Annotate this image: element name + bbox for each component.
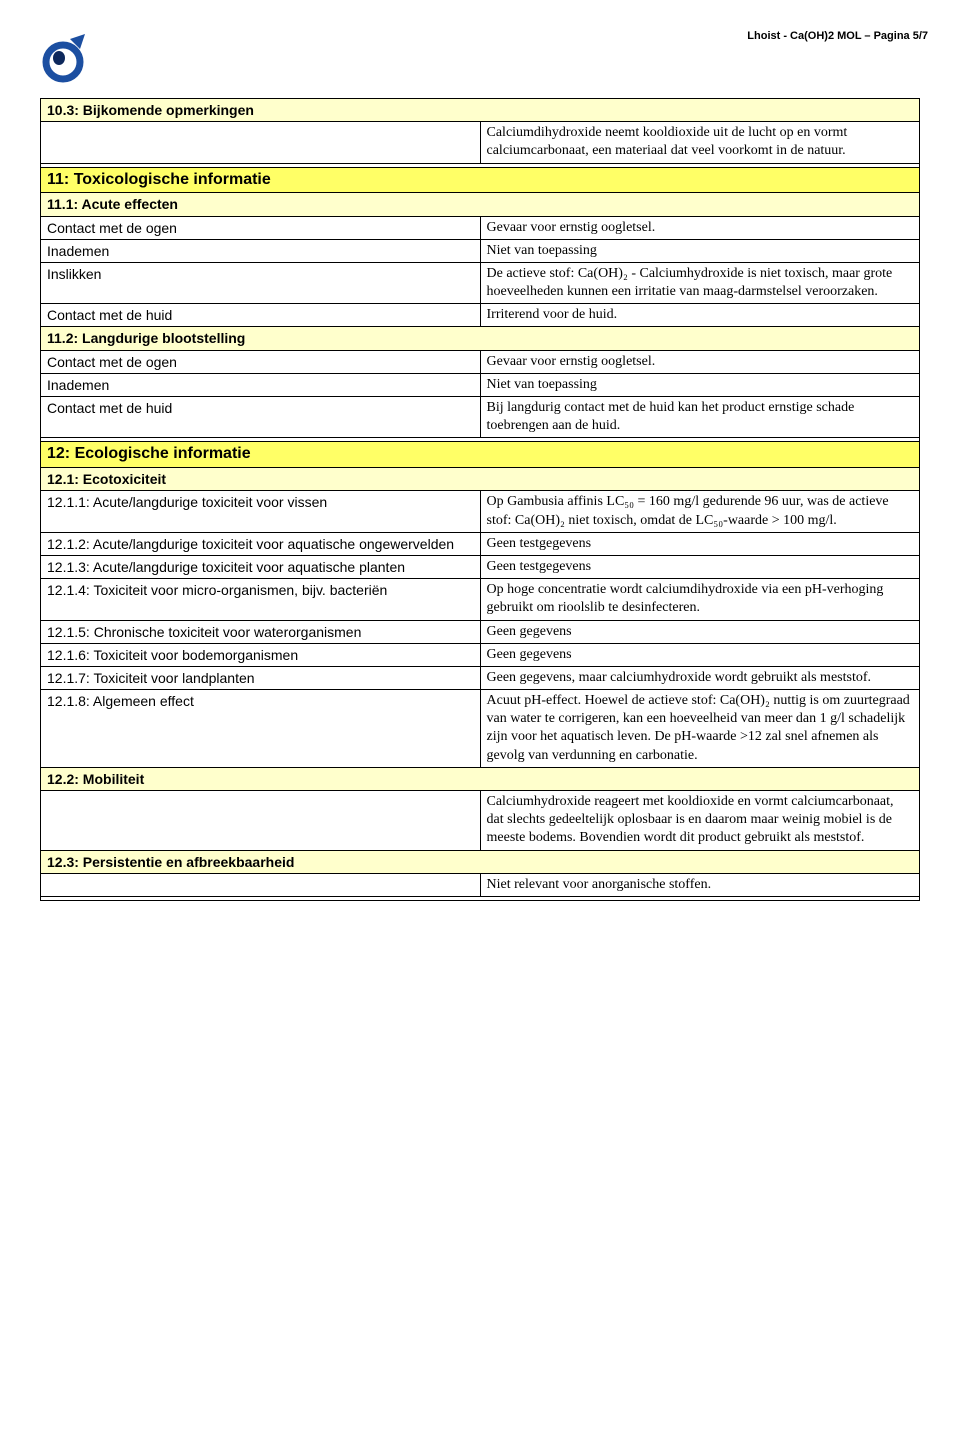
cell-label: Contact met de ogen [41,350,481,373]
cell-label: 12.1.1: Acute/langdurige toxiciteit voor… [41,491,481,532]
table-row: Inademen Niet van toepassing [41,373,920,396]
row-12-3-body: Niet relevant voor anorganische stoffen. [41,873,920,896]
table-row: 12.1.4: Toxiciteit voor micro-organismen… [41,579,920,620]
cell-label: Inademen [41,239,481,262]
company-logo [35,32,91,91]
row-10-3-body: Calciumdihydroxide neemt kooldioxide uit… [41,122,920,163]
cell-label: Contact met de ogen [41,216,481,239]
table-row: Contact met de ogen Gevaar voor ernstig … [41,216,920,239]
spacer-row [41,896,920,900]
sub-header-title: 12.2: Mobiliteit [41,767,920,790]
cell-label: Contact met de huid [41,304,481,327]
cell-empty [41,791,481,851]
cell-label: 12.1.5: Chronische toxiciteit voor water… [41,620,481,643]
table-row: 12.1.3: Acute/langdurige toxiciteit voor… [41,555,920,578]
table-row: 12.1.7: Toxiciteit voor landplanten Geen… [41,666,920,689]
table-row: Inademen Niet van toepassing [41,239,920,262]
cell-label: Inademen [41,373,481,396]
sds-table: 10.3: Bijkomende opmerkingen Calciumdihy… [40,98,920,901]
cell-value: Niet van toepassing [480,373,920,396]
cell-label: 12.1.3: Acute/langdurige toxiciteit voor… [41,555,481,578]
cell-value: Geen testgegevens [480,532,920,555]
table-row: 12.1.2: Acute/langdurige toxiciteit voor… [41,532,920,555]
table-row: 12.1.6: Toxiciteit voor bodemorganismen … [41,643,920,666]
table-row: 12.1.8: Algemeen effect Acuut pH-effect.… [41,690,920,768]
page-number-label: Lhoist - Ca(OH)2 MOL – Pagina 5/7 [747,30,928,42]
table-row: 12.1.5: Chronische toxiciteit voor water… [41,620,920,643]
section-header-title: 12: Ecologische informatie [41,442,920,468]
sub-header-title: 10.3: Bijkomende opmerkingen [41,99,920,122]
cell-value: Acuut pH-effect. Hoewel de actieve stof:… [480,690,920,768]
cell-label: 12.1.7: Toxiciteit voor landplanten [41,666,481,689]
sub-header-10-3: 10.3: Bijkomende opmerkingen [41,99,920,122]
cell-value: Op hoge concentratie wordt calciumdihydr… [480,579,920,620]
page-header: Lhoist - Ca(OH)2 MOL – Pagina 5/7 [40,30,920,90]
table-row: Contact met de ogen Gevaar voor ernstig … [41,350,920,373]
cell-value: Calciumdihydroxide neemt kooldioxide uit… [480,122,920,163]
cell-value: Geen gegevens [480,643,920,666]
cell-empty [41,122,481,163]
row-12-2-body: Calciumhydroxide reageert met kooldioxid… [41,791,920,851]
table-row: Inslikken De actieve stof: Ca(OH)₂ - Cal… [41,262,920,303]
cell-value: Bij langdurig contact met de huid kan he… [480,397,920,438]
page: Lhoist - Ca(OH)2 MOL – Pagina 5/7 10.3: … [0,0,960,941]
cell-label: Inslikken [41,262,481,303]
table-row: 12.1.1: Acute/langdurige toxiciteit voor… [41,491,920,532]
cell-value: Geen testgegevens [480,555,920,578]
cell-value: Irriterend voor de huid. [480,304,920,327]
sub-header-title: 11.1: Acute effecten [41,193,920,216]
cell-value: Niet van toepassing [480,239,920,262]
sub-header-12-3: 12.3: Persistentie en afbreekbaarheid [41,850,920,873]
sub-header-12-1: 12.1: Ecotoxiciteit [41,468,920,491]
sub-header-11-1: 11.1: Acute effecten [41,193,920,216]
cell-value: Gevaar voor ernstig oogletsel. [480,216,920,239]
section-header-11: 11: Toxicologische informatie [41,167,920,193]
cell-empty [41,873,481,896]
cell-label: 12.1.2: Acute/langdurige toxiciteit voor… [41,532,481,555]
sub-header-12-2: 12.2: Mobiliteit [41,767,920,790]
cell-value: Niet relevant voor anorganische stoffen. [480,873,920,896]
sub-header-title: 12.3: Persistentie en afbreekbaarheid [41,850,920,873]
cell-value: Gevaar voor ernstig oogletsel. [480,350,920,373]
sub-header-11-2: 11.2: Langdurige blootstelling [41,327,920,350]
cell-value: Geen gegevens, maar calciumhydroxide wor… [480,666,920,689]
sub-header-title: 11.2: Langdurige blootstelling [41,327,920,350]
table-row: Contact met de huid Bij langdurig contac… [41,397,920,438]
cell-value: Geen gegevens [480,620,920,643]
section-header-title: 11: Toxicologische informatie [41,167,920,193]
cell-value: Calciumhydroxide reageert met kooldioxid… [480,791,920,851]
cell-value: Op Gambusia affinis LC₅₀ = 160 mg/l gedu… [480,491,920,532]
cell-label: 12.1.6: Toxiciteit voor bodemorganismen [41,643,481,666]
cell-value: De actieve stof: Ca(OH)₂ - Calciumhydrox… [480,262,920,303]
sub-header-title: 12.1: Ecotoxiciteit [41,468,920,491]
cell-label: 12.1.8: Algemeen effect [41,690,481,768]
cell-label: Contact met de huid [41,397,481,438]
section-header-12: 12: Ecologische informatie [41,442,920,468]
cell-label: 12.1.4: Toxiciteit voor micro-organismen… [41,579,481,620]
table-row: Contact met de huid Irriterend voor de h… [41,304,920,327]
